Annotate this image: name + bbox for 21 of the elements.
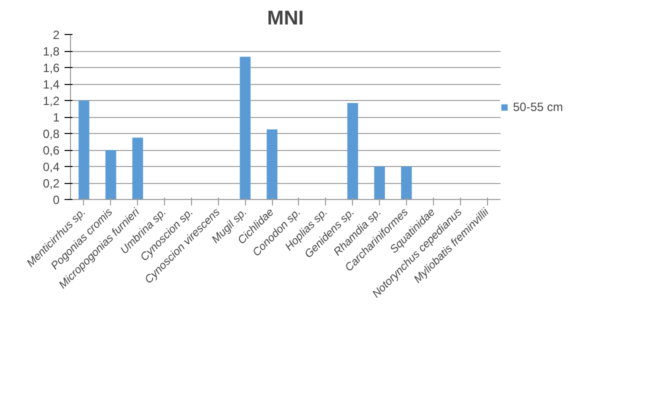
bar: [266, 129, 278, 200]
y-tick-label: 1,6: [42, 61, 60, 75]
bar: [347, 102, 358, 200]
bar: [374, 166, 385, 200]
y-tick-label: 1,8: [42, 44, 60, 58]
bar: [240, 56, 251, 200]
y-tick-label: 0,8: [42, 127, 60, 141]
y-tick-label: 0,4: [42, 160, 60, 174]
bar: [401, 166, 412, 200]
bar: [105, 150, 116, 200]
y-tick-label: 0: [52, 193, 60, 207]
legend-label: 50-55 cm: [513, 100, 564, 114]
chart-title: MNI: [267, 8, 304, 30]
y-tick-label: 1,4: [42, 78, 60, 92]
y-tick-label: 1: [52, 110, 60, 124]
y-tick-label: 1,2: [42, 94, 60, 108]
y-tick-label: 2: [52, 28, 60, 42]
y-tick-label: 0,6: [42, 144, 60, 158]
y-tick-label: 0,2: [42, 176, 60, 190]
bar: [132, 138, 144, 200]
bar: [78, 100, 90, 200]
